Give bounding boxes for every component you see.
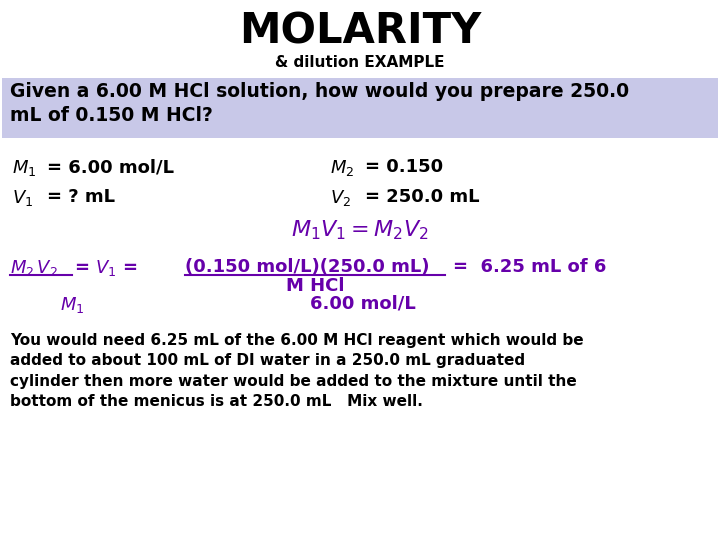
- Text: = 0.150: = 0.150: [365, 158, 443, 176]
- Text: = ? mL: = ? mL: [47, 188, 115, 206]
- Text: $M_1$: $M_1$: [12, 158, 37, 178]
- Text: $M_1V_1 = M_2V_2$: $M_1V_1 = M_2V_2$: [291, 218, 429, 241]
- FancyBboxPatch shape: [2, 78, 718, 138]
- Text: $M_2$: $M_2$: [330, 158, 354, 178]
- Text: (0.150 mol/L)(250.0 mL): (0.150 mol/L)(250.0 mL): [185, 258, 430, 276]
- Text: $V_1$: $V_1$: [12, 188, 33, 208]
- Text: $V_2$: $V_2$: [330, 188, 351, 208]
- Text: Given a 6.00 M HCl solution, how would you prepare 250.0
mL of 0.150 M HCl?: Given a 6.00 M HCl solution, how would y…: [10, 82, 629, 125]
- Text: M HCl: M HCl: [286, 277, 344, 295]
- Text: = $V_1$ =: = $V_1$ =: [74, 258, 138, 278]
- Text: 6.00 mol/L: 6.00 mol/L: [310, 295, 415, 313]
- Text: $M_1$: $M_1$: [60, 295, 84, 315]
- Text: $M_2\,V_2$: $M_2\,V_2$: [10, 258, 58, 278]
- Text: = 250.0 mL: = 250.0 mL: [365, 188, 480, 206]
- Text: MOLARITY: MOLARITY: [239, 10, 481, 52]
- Text: =  6.25 mL of 6: = 6.25 mL of 6: [453, 258, 606, 276]
- Text: = 6.00 mol/L: = 6.00 mol/L: [47, 158, 174, 176]
- Text: & dilution EXAMPLE: & dilution EXAMPLE: [275, 55, 445, 70]
- Text: You would need 6.25 mL of the 6.00 M HCl reagent which would be
added to about 1: You would need 6.25 mL of the 6.00 M HCl…: [10, 333, 584, 409]
